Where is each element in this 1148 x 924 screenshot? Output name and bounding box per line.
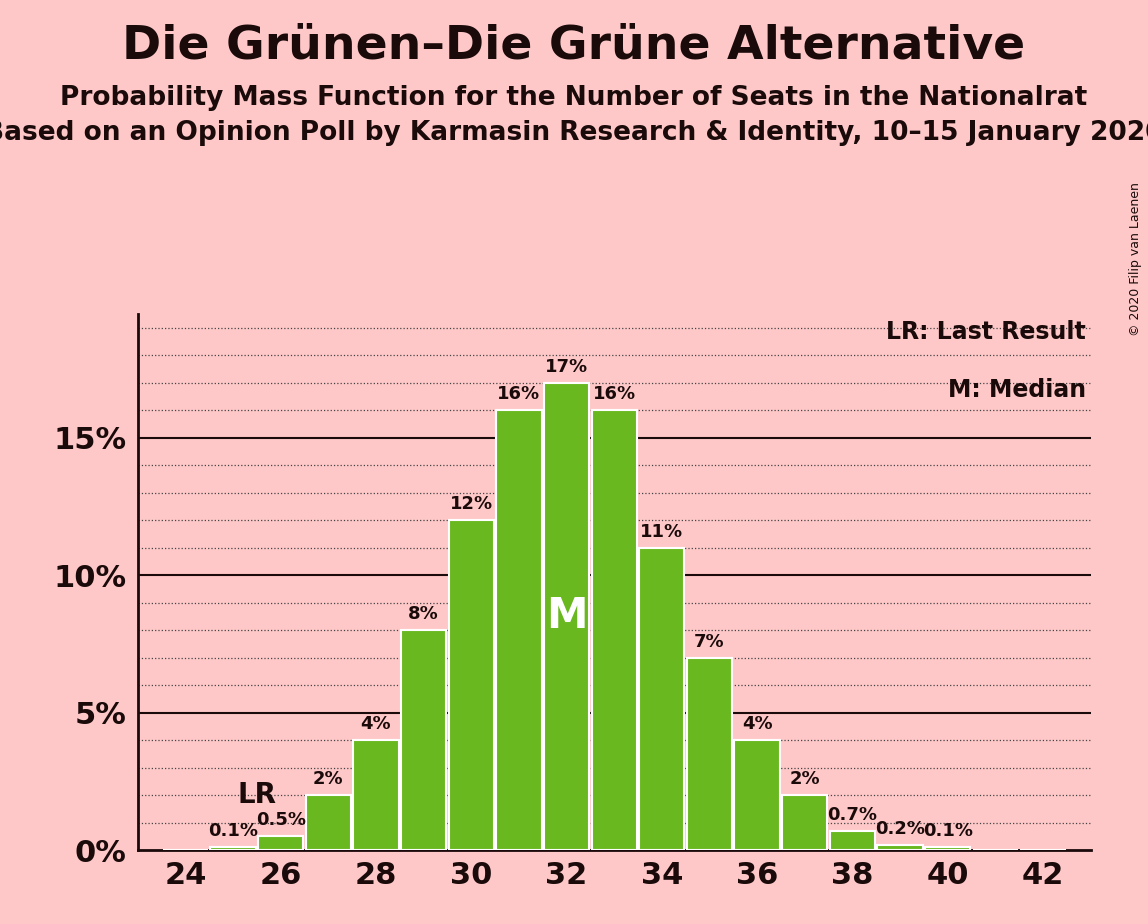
Text: 7%: 7% [695,633,724,650]
Text: LR: Last Result: LR: Last Result [886,320,1086,344]
Text: 12%: 12% [450,495,492,514]
Text: 4%: 4% [742,715,773,734]
Text: 8%: 8% [409,605,439,624]
Bar [449,520,494,850]
Text: Based on an Opinion Poll by Karmasin Research & Identity, 10–15 January 2020: Based on an Opinion Poll by Karmasin Res… [0,120,1148,146]
Bar [639,548,684,850]
Bar [210,847,256,850]
Text: M: Median: M: Median [948,379,1086,403]
Text: 4%: 4% [360,715,391,734]
Text: Die Grünen–Die Grüne Alternative: Die Grünen–Die Grüne Alternative [123,23,1025,68]
Bar [401,630,447,850]
Text: 2%: 2% [790,771,820,788]
Text: 0.2%: 0.2% [875,820,925,838]
Text: 0.1%: 0.1% [923,822,972,841]
Bar [735,740,779,850]
Bar [877,845,923,850]
Text: 2%: 2% [313,771,343,788]
Bar [925,847,970,850]
Text: 16%: 16% [497,385,541,404]
Bar [258,836,303,850]
Text: 16%: 16% [592,385,636,404]
Text: 0.1%: 0.1% [208,822,258,841]
Bar [354,740,398,850]
Bar [591,410,637,850]
Text: LR: LR [238,781,277,808]
Bar [687,658,732,850]
Bar [305,796,351,850]
Text: © 2020 Filip van Laenen: © 2020 Filip van Laenen [1130,182,1142,335]
Bar [496,410,542,850]
Bar [782,796,828,850]
Text: 0.5%: 0.5% [256,811,305,830]
Text: Probability Mass Function for the Number of Seats in the Nationalrat: Probability Mass Function for the Number… [61,85,1087,111]
Text: 0.7%: 0.7% [828,806,877,824]
Text: M: M [545,595,588,638]
Bar [830,831,875,850]
Bar [544,383,589,850]
Text: 17%: 17% [545,358,588,376]
Text: 11%: 11% [641,523,683,541]
